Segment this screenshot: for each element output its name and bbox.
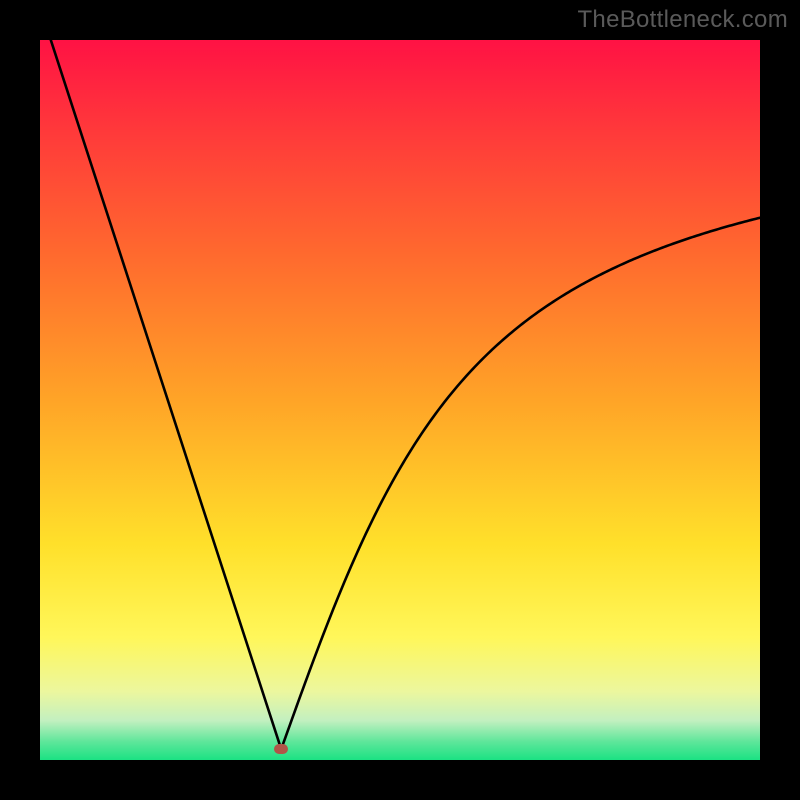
watermark: TheBottleneck.com bbox=[577, 6, 788, 34]
bottleneck-curve bbox=[40, 40, 760, 760]
plot-area bbox=[40, 40, 760, 760]
optimal-point-marker bbox=[274, 744, 288, 754]
